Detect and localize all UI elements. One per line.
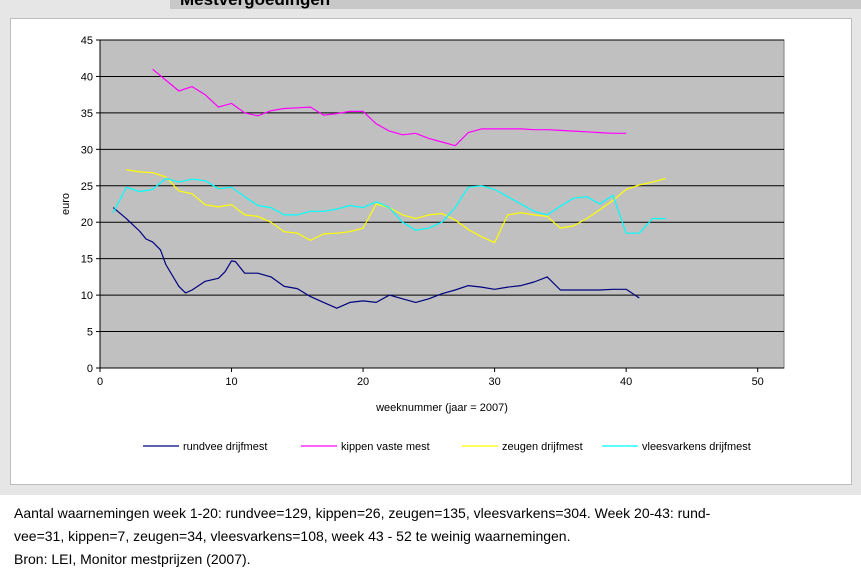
line-chart: 0 5 10 15 20 25 30 35 40 45 0 10 20 30 40 50 euro weekn…	[60, 35, 785, 453]
x-tick-label: 40	[620, 376, 632, 388]
series-lines	[112, 68, 666, 309]
y-tick-label: 30	[81, 144, 93, 156]
x-tick-label: 50	[752, 376, 764, 388]
series-line-zeugen-drijfmest	[126, 169, 666, 244]
x-tick-label: 0	[97, 376, 103, 388]
y-tick-label: 0	[87, 363, 93, 375]
legend-label: zeugen drijfmest	[502, 441, 583, 453]
caption-line-3: Bron: LEI, Monitor mestprijzen (2007).	[14, 551, 251, 567]
y-axis-label: euro	[60, 193, 72, 215]
y-tick-label: 20	[81, 217, 93, 229]
legend-label: kippen vaste mest	[341, 441, 430, 453]
caption-line-2: vee=31, kippen=7, zeugen=34, vleesvarken…	[14, 528, 571, 544]
x-tick-label: 20	[357, 376, 369, 388]
caption-line-1: Aantal waarnemingen week 1-20: rundvee=1…	[14, 505, 711, 521]
y-tick-label: 5	[87, 327, 93, 339]
plot-area	[99, 39, 785, 369]
y-tick-label: 10	[81, 290, 93, 302]
legend-label: vleesvarkens drijfmest	[642, 441, 751, 453]
x-tick-label: 30	[488, 376, 500, 388]
title-strip: Mestvergoedingen	[170, 0, 861, 9]
x-tick-label: 10	[225, 376, 237, 388]
y-tick-label: 40	[81, 71, 93, 83]
chart-panel: 0 5 10 15 20 25 30 35 40 45 0 10 20 30 40 50 euro weekn…	[10, 18, 852, 485]
figure-caption: Aantal waarnemingen week 1-20: rundvee=1…	[14, 502, 849, 571]
legend: rundvee drijfmest kippen vaste mest zeugen…	[143, 441, 751, 453]
y-tick-label: 45	[81, 35, 93, 47]
figure-frame: Mestvergoedingen 0 5 10 15 20 25 30 35 40 45 0 10 20…	[0, 0, 861, 495]
series-line-rundvee-drijfmest	[112, 207, 640, 309]
legend-label: rundvee drijfmest	[183, 441, 267, 453]
y-tick-label: 35	[81, 108, 93, 120]
series-line-vleesvarkens-drijfmest	[112, 177, 666, 234]
x-axis-label: weeknummer (jaar = 2007)	[375, 402, 508, 414]
series-line-kippen-vaste-mest	[152, 68, 627, 147]
y-tick-label: 15	[81, 254, 93, 266]
figure-title-fragment: Mestvergoedingen	[180, 0, 330, 9]
tick-labels: 0 5 10 15 20 25 30 35 40 45 0 10 20 30 40 50	[81, 35, 764, 388]
y-tick-label: 25	[81, 181, 93, 193]
axes	[96, 39, 784, 372]
